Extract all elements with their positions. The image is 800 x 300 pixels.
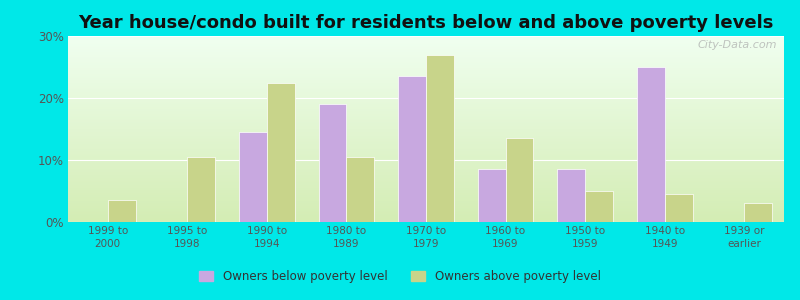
Bar: [637, 67, 665, 222]
Bar: [585, 191, 613, 222]
Bar: [426, 55, 454, 222]
Bar: [744, 203, 772, 222]
Legend: Owners below poverty level, Owners above poverty level: Owners below poverty level, Owners above…: [194, 266, 606, 288]
Bar: [108, 200, 136, 222]
Bar: [506, 138, 534, 222]
Bar: [665, 194, 693, 222]
Bar: [318, 104, 346, 222]
Bar: [478, 169, 506, 222]
Bar: [239, 132, 267, 222]
Bar: [187, 157, 215, 222]
Text: City-Data.com: City-Data.com: [698, 40, 777, 50]
Bar: [398, 76, 426, 222]
Title: Year house/condo built for residents below and above poverty levels: Year house/condo built for residents bel…: [78, 14, 774, 32]
Bar: [558, 169, 585, 222]
Bar: [346, 157, 374, 222]
Bar: [267, 82, 294, 222]
